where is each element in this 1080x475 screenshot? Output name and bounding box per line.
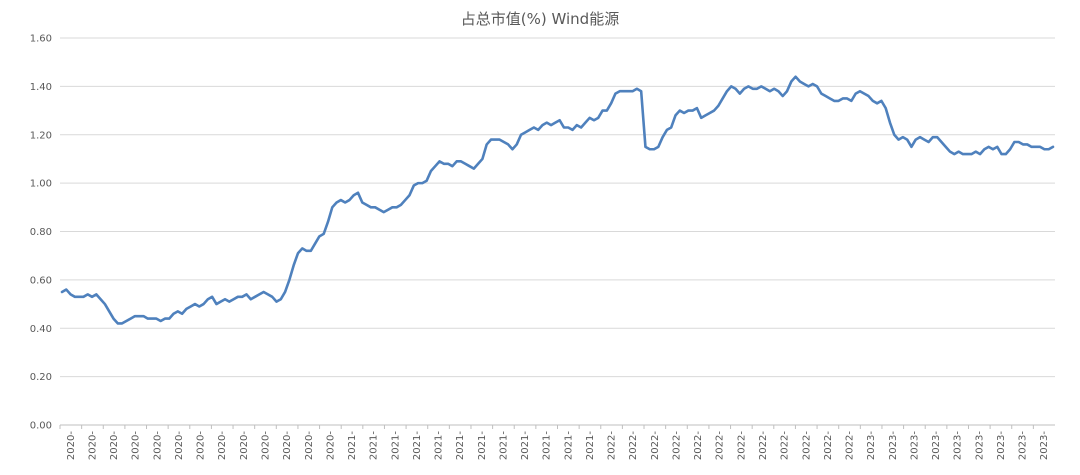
x-tick-label: 2022- [650, 431, 661, 460]
x-tick-label: 2022- [801, 431, 812, 460]
x-tick-label: 2023- [888, 431, 899, 460]
x-tick-label: 2021- [369, 431, 380, 460]
x-tick-label: 2020- [239, 431, 250, 460]
x-tick-label: 2020- [174, 431, 185, 460]
x-tick-label: 2021- [477, 431, 488, 460]
x-tick-label: 2023- [1039, 431, 1050, 460]
x-tick-label: 2022- [845, 431, 856, 460]
y-tick-label: 1.40 [30, 82, 52, 93]
x-tick-label: 2021- [390, 431, 401, 460]
x-tick-label: 2020- [304, 431, 315, 460]
x-tick-label: 2021- [498, 431, 509, 460]
x-tick-label: 2022- [671, 431, 682, 460]
x-tick-label: 2020- [66, 431, 77, 460]
x-tick-label: 2023- [953, 431, 964, 460]
y-tick-label: 0.40 [30, 324, 52, 335]
x-tick-label: 2022- [715, 431, 726, 460]
x-axis-ticks: 2020- 2020- 2020- 2020- 2020- 2020- 2020- 2020-… [59, 425, 1050, 460]
x-tick-label: 2020- [109, 431, 120, 460]
x-tick-label: 2020- [87, 431, 98, 460]
y-tick-label: 0.60 [30, 275, 52, 286]
series-layer [60, 75, 1055, 325]
x-tick-label: 2022- [823, 431, 834, 460]
y-axis-ticks: 0.00 0.20 0.40 0.60 0.80 1.00 1.20 1.40 1.60 [30, 34, 52, 432]
x-tick-label: 2021- [412, 431, 423, 460]
x-tick-label: 2020- [152, 431, 163, 460]
x-tick-label: 2022- [736, 431, 747, 460]
x-tick-label: 2023- [1018, 431, 1029, 460]
x-tick-label: 2022- [607, 431, 618, 460]
x-tick-label: 2021- [542, 431, 553, 460]
x-tick-label: 2021- [563, 431, 574, 460]
x-tick-label: 2021- [347, 431, 358, 460]
x-tick-label: 2023- [909, 431, 920, 460]
x-tick-label: 2023- [996, 431, 1007, 460]
y-tick-label: 1.20 [30, 130, 52, 141]
y-tick-label: 0.00 [30, 421, 52, 432]
series-line [60, 75, 1055, 325]
x-tick-label: 2020- [196, 431, 207, 460]
chart-title: 占总市值(%) Wind能源 [460, 10, 620, 28]
x-tick-label: 2023- [931, 431, 942, 460]
x-tick-label: 2023- [866, 431, 877, 460]
x-tick-label: 2022- [628, 431, 639, 460]
y-tick-label: 0.20 [30, 372, 52, 383]
x-tick-label: 2022- [780, 431, 791, 460]
x-tick-label: 2021- [434, 431, 445, 460]
x-tick-label: 2020- [217, 431, 228, 460]
x-tick-label: 2022- [758, 431, 769, 460]
x-tick-label: 2020- [325, 431, 336, 460]
x-tick-label: 2023- [974, 431, 985, 460]
y-tick-label: 1.00 [30, 179, 52, 190]
gridlines [60, 37, 1055, 426]
y-tick-label: 1.60 [30, 34, 52, 45]
x-tick-label: 2021- [455, 431, 466, 460]
x-tick-label: 2020- [260, 431, 271, 460]
x-tick-label: 2022- [693, 431, 704, 460]
x-tick-label: 2021- [520, 431, 531, 460]
x-tick-label: 2020- [282, 431, 293, 460]
y-tick-label: 0.80 [30, 227, 52, 238]
x-tick-label: 2020- [131, 431, 142, 460]
x-tick-label: 2021- [585, 431, 596, 460]
